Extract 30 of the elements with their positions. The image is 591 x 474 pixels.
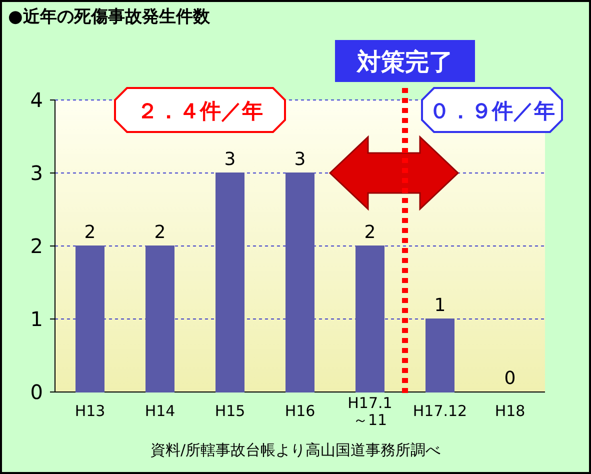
x-tick-label: H14	[144, 402, 176, 420]
bar	[216, 172, 244, 392]
x-tick-label: H17.1 ～11	[348, 394, 392, 429]
text: 資料/所轄事故台帳より高山国道事務所調べ	[150, 441, 441, 459]
text: 対策完了	[356, 48, 453, 76]
data-label: 2	[364, 222, 376, 243]
x-tick-label: H16	[284, 402, 316, 420]
y-tick-label: 4	[30, 88, 43, 112]
y-tick-label: 1	[30, 307, 43, 331]
data-label: 3	[224, 149, 236, 170]
data-label: 3	[294, 149, 306, 170]
annotation: ０．９件／年	[429, 99, 555, 123]
data-label: 2	[154, 222, 166, 243]
x-tick-label: H15	[214, 402, 246, 420]
data-label: 1	[434, 295, 446, 316]
bar	[356, 246, 384, 392]
data-label: 0	[504, 368, 516, 389]
bar	[76, 246, 104, 392]
bar	[146, 246, 174, 392]
bar	[426, 318, 454, 392]
x-tick-label: H18	[494, 402, 526, 420]
y-tick-label: 2	[30, 234, 43, 258]
y-tick-label: 3	[30, 161, 43, 185]
chart-title: ●近年の死傷事故発生件数	[8, 7, 211, 27]
x-tick-label: H13	[74, 402, 106, 420]
bar	[286, 172, 314, 392]
x-tick-label: H17.12	[412, 402, 468, 420]
annotation: ２．４件／年	[137, 99, 263, 123]
data-label: 2	[84, 222, 96, 243]
y-tick-label: 0	[30, 380, 43, 404]
